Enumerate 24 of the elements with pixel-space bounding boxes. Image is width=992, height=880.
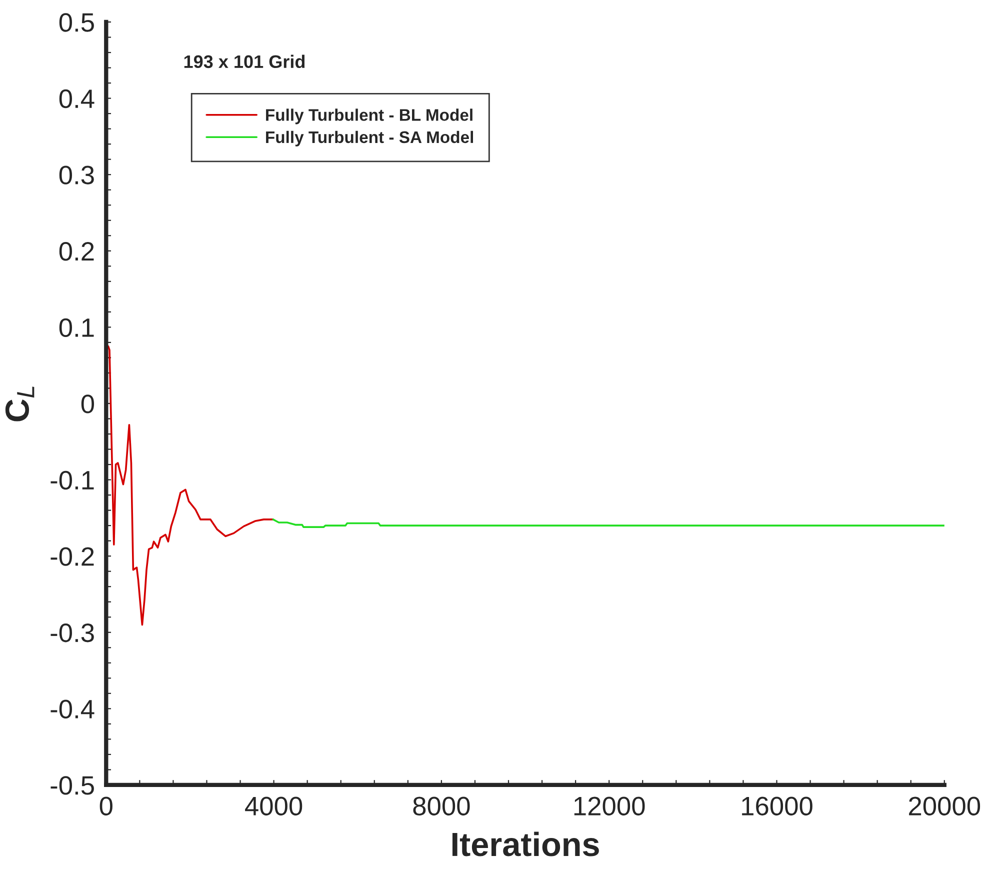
y-tick-label: -0.5	[50, 776, 94, 795]
legend-label: Fully Turbulent - SA Model	[266, 130, 473, 146]
x-tick-label: 20000	[909, 796, 980, 816]
line-series	[272, 518, 944, 528]
x-tick-label: 16000	[742, 796, 812, 816]
y-tick-label: -0.1	[50, 470, 94, 490]
y-tick-label: 0.4	[59, 89, 94, 108]
y-tick-label: -0.2	[50, 547, 94, 566]
y-tick-label: 0.3	[59, 166, 94, 184]
x-tick-label: 4000	[245, 796, 302, 816]
legend-label: Fully Turbulent - BL Model	[266, 108, 472, 124]
y-axis-title: C$_{L}$	[5, 386, 34, 422]
x-tick-label: 8000	[413, 796, 470, 816]
x-tick-label: 0	[100, 796, 112, 816]
y-tick-label: 0.1	[59, 318, 94, 338]
x-tick-label: 12000	[574, 796, 645, 816]
x-axis-title: Iterations	[452, 832, 599, 856]
y-tick-label: -0.3	[50, 624, 94, 642]
y-tick-label: 0	[81, 394, 94, 414]
y-tick-label: -0.4	[50, 700, 94, 718]
y-tick-label: 0.2	[59, 242, 94, 261]
annotation: 193 x 101 Grid	[184, 54, 305, 68]
y-tick-label: 0.5	[59, 13, 94, 32]
line-series	[107, 345, 274, 626]
